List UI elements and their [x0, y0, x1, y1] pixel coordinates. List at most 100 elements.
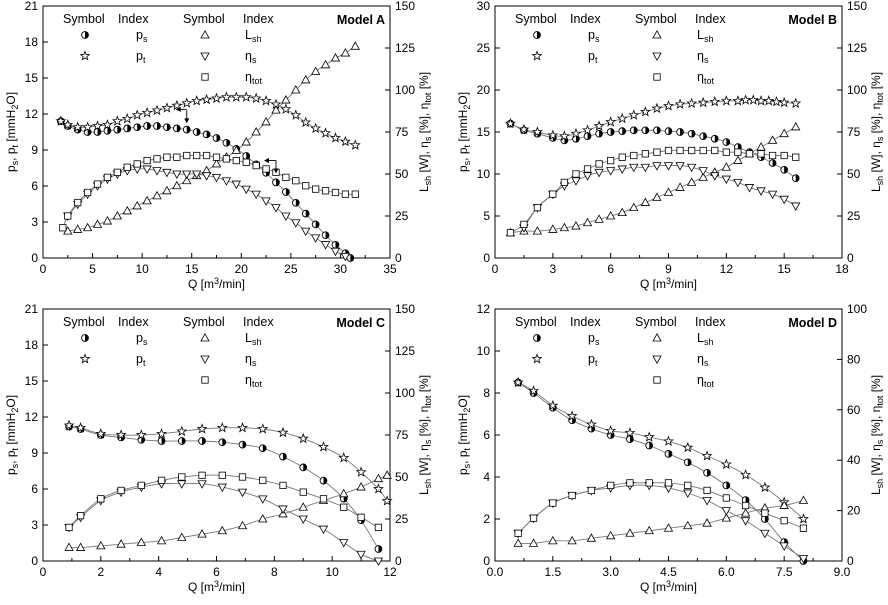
data-point	[193, 151, 201, 160]
data-point	[733, 155, 743, 164]
data-point	[240, 91, 252, 102]
data-point	[251, 190, 261, 200]
data-point	[641, 150, 649, 158]
fit-line-eta-tot	[68, 474, 379, 528]
data-point	[301, 74, 311, 84]
data-point	[231, 145, 242, 154]
data-point	[212, 153, 221, 161]
x-tick-label: 20	[235, 262, 249, 276]
x-tick-label: 7.5	[776, 565, 793, 579]
y-left-tick-label: 9	[31, 143, 38, 157]
data-point	[299, 463, 308, 472]
data-point	[84, 188, 92, 197]
data-point	[201, 93, 213, 105]
data-point	[687, 129, 696, 138]
data-point	[740, 469, 752, 480]
data-point	[211, 158, 222, 168]
data-point	[142, 195, 152, 205]
data-point	[791, 202, 801, 211]
data-point	[664, 450, 673, 458]
data-point	[291, 198, 300, 207]
legend-header: Symbol	[515, 315, 557, 329]
data-point	[520, 220, 528, 228]
legend-label: ηs	[245, 49, 257, 65]
data-point	[703, 486, 711, 495]
legend-header: Index	[118, 12, 149, 26]
legend: Symbol Index Symbol Index ps pt Lsh ηs ηtot	[63, 12, 274, 86]
data-point	[320, 59, 331, 69]
legend-marker	[652, 52, 662, 62]
data-point	[663, 187, 674, 196]
data-point	[75, 422, 87, 433]
legend-marker	[79, 50, 91, 61]
data-point	[780, 517, 788, 525]
y-left-tick-label: 6	[31, 482, 38, 496]
data-point	[674, 98, 686, 109]
data-point	[778, 96, 790, 108]
data-point	[711, 146, 719, 155]
data-point	[82, 222, 93, 232]
data-point	[790, 97, 802, 109]
data-point	[797, 513, 809, 524]
data-point	[709, 95, 721, 107]
data-point	[626, 479, 634, 487]
data-point	[172, 170, 182, 180]
y-right-tick-label: 100	[847, 83, 867, 97]
data-point	[663, 100, 674, 111]
data-point	[722, 148, 730, 156]
data-point	[742, 501, 750, 510]
legend-header: Index	[570, 315, 601, 329]
data-point	[59, 224, 67, 232]
data-point	[756, 187, 766, 196]
y-left-tick-label: 6	[483, 428, 490, 442]
x-tick-label: 8	[271, 565, 278, 579]
data-point	[721, 175, 732, 185]
data-point	[97, 495, 105, 503]
data-point	[373, 557, 384, 567]
data-point	[237, 520, 248, 530]
data-point	[722, 494, 730, 502]
data-point	[355, 466, 367, 477]
data-point	[65, 523, 73, 532]
data-point	[163, 123, 171, 132]
data-point	[182, 170, 192, 180]
data-point	[653, 148, 661, 156]
data-point	[152, 190, 162, 200]
arrow-head	[175, 106, 181, 112]
y-right-axis-label: Lsh [W], ηs [%], ηtot [%]	[869, 375, 885, 495]
data-point	[297, 432, 309, 444]
y-left-tick-label: 20	[477, 83, 491, 97]
legend-label: ps	[136, 28, 148, 44]
y-left-tick-label: 3	[31, 215, 38, 229]
data-point	[320, 241, 331, 250]
y-right-tick-label: 150	[395, 0, 415, 13]
x-tick-label: 6	[607, 262, 614, 276]
data-point	[302, 182, 310, 190]
arrow-head	[263, 158, 269, 164]
data-point	[277, 426, 289, 438]
x-tick-label: 4.5	[660, 565, 677, 579]
data-point	[340, 48, 351, 57]
data-point	[639, 106, 651, 117]
data-point	[629, 202, 639, 212]
data-point	[528, 538, 539, 547]
data-point	[533, 203, 542, 212]
data-point	[157, 437, 166, 445]
data-point	[237, 422, 249, 433]
y-right-tick-label: 100	[395, 386, 415, 400]
data-point	[329, 132, 341, 143]
data-point	[741, 496, 750, 504]
x-tick-label: 0.0	[487, 565, 504, 579]
data-point	[357, 513, 365, 521]
data-point	[177, 480, 187, 489]
chart-title: Model C	[336, 316, 385, 330]
data-point	[252, 161, 260, 170]
x-tick-label: 2	[97, 565, 104, 579]
data-point	[757, 150, 765, 158]
data-point	[171, 99, 183, 111]
data-point	[768, 159, 777, 167]
data-point	[178, 473, 186, 481]
data-point	[755, 95, 767, 106]
data-point	[131, 109, 143, 120]
data-point	[652, 192, 662, 201]
